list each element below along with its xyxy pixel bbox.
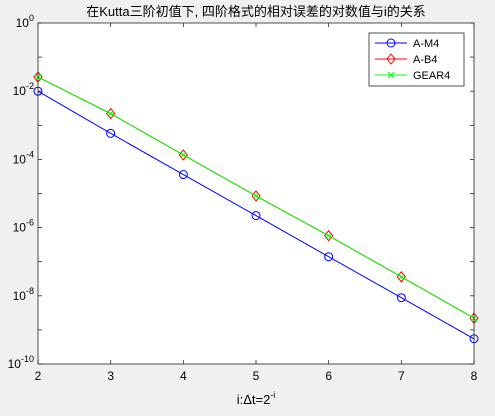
y-tick-label: 10-8 xyxy=(13,286,34,303)
legend: A-M4 A-B4 GEAR4 xyxy=(368,32,465,87)
series-line xyxy=(37,90,475,340)
data-point xyxy=(396,293,406,303)
y-tick-label: 100 xyxy=(16,13,34,30)
data-point xyxy=(252,192,260,200)
legend-entry: GEAR4 xyxy=(375,70,450,82)
y-tick-label: 10-2 xyxy=(13,81,34,98)
data-point xyxy=(106,128,116,138)
x-tick-label: 8 xyxy=(471,369,478,383)
series-gear4 xyxy=(34,73,478,322)
plot-frame xyxy=(37,22,475,365)
data-point xyxy=(178,170,188,180)
legend-marker xyxy=(386,38,396,48)
legend-marker xyxy=(386,53,396,65)
x-tick-label: 6 xyxy=(325,369,332,383)
x-tick-label: 2 xyxy=(35,369,42,383)
legend-marker xyxy=(387,71,395,79)
data-point xyxy=(107,110,115,117)
legend-label: A-M4 xyxy=(413,38,439,50)
data-point xyxy=(397,273,405,281)
y-tick-label: 10-6 xyxy=(13,218,34,235)
data-point xyxy=(179,151,187,159)
x-tick-label: 4 xyxy=(180,369,187,383)
legend-entry: A-B4 xyxy=(375,53,437,66)
legend-entry: A-M4 xyxy=(375,38,439,50)
data-point xyxy=(325,232,333,240)
legend-label: A-B4 xyxy=(413,54,437,66)
x-tick-label: 7 xyxy=(398,369,405,383)
x-tick-label: 3 xyxy=(107,369,114,383)
y-tick-label: 10-4 xyxy=(13,149,34,166)
y-tick-label: 10-10 xyxy=(8,354,34,371)
legend-label: GEAR4 xyxy=(413,70,450,82)
chart-title: 在Kutta三阶初值下, 四阶格式的相对误差的对数值与i的关系 xyxy=(86,4,425,19)
data-point xyxy=(324,252,334,262)
x-tick-label: 5 xyxy=(253,369,260,383)
data-point xyxy=(251,211,261,221)
x-axis-label: i:Δt=2-i xyxy=(237,390,276,407)
